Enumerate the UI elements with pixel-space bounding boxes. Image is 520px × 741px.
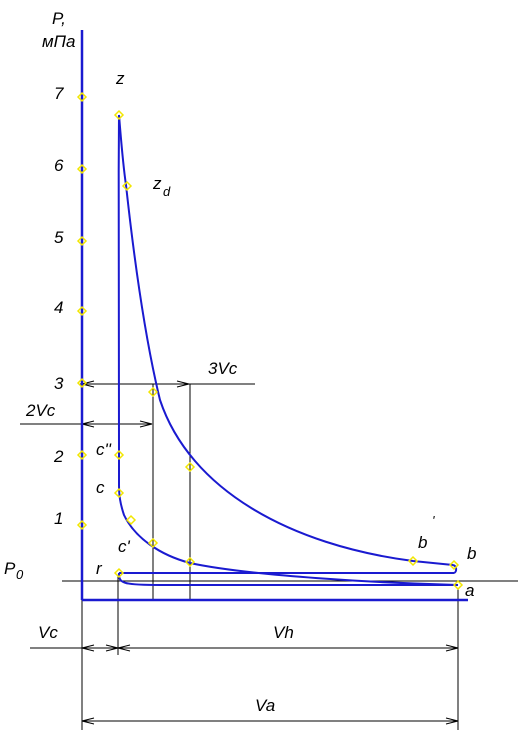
axes <box>80 30 468 602</box>
point-marker-a <box>452 579 464 591</box>
tick-marker <box>76 519 88 531</box>
label-b: b <box>467 544 476 563</box>
label-vc: Vc <box>38 623 58 642</box>
dimension-lines <box>20 383 518 730</box>
tick-marker <box>76 91 88 103</box>
tick-marker <box>76 163 88 175</box>
point-marker-c1 <box>125 514 137 526</box>
label-va: Va <box>255 696 275 715</box>
tick-marker <box>76 449 88 461</box>
point-marker <box>147 537 159 549</box>
point-marker <box>147 386 159 398</box>
y-axis-title-line1: P, <box>52 9 66 28</box>
arrow <box>445 717 459 725</box>
y-tick-label: 4 <box>54 298 63 317</box>
y-tick-label: 6 <box>54 156 64 175</box>
point-marker <box>184 556 196 568</box>
point-marker-z <box>113 109 125 121</box>
point-marker-zd <box>121 180 133 192</box>
point-marker-c2 <box>113 449 125 461</box>
expansion-curve <box>118 114 454 566</box>
tick-marker <box>76 235 88 247</box>
p0-subscript: 0 <box>16 567 24 582</box>
point-marker <box>184 461 196 473</box>
arrow <box>81 717 95 725</box>
label-3vc: 3Vc <box>208 359 238 378</box>
y-tick-label: 3 <box>54 374 64 393</box>
point-marker-c <box>113 487 125 499</box>
y-axis-title-line2: мПа <box>42 32 75 51</box>
y-tick-label: 5 <box>54 228 64 247</box>
label-b-prime-mark: ' <box>432 513 435 528</box>
arrow <box>81 644 95 652</box>
p0-label: P <box>4 559 16 578</box>
label-c-double-prime: c'' <box>96 440 112 459</box>
exhaust-curve <box>452 564 458 574</box>
label-b-prime: b <box>418 533 427 552</box>
point-marker-b <box>448 559 460 571</box>
tick-marker <box>76 305 88 317</box>
point-marker-b1 <box>407 555 419 567</box>
arrowheads <box>81 380 459 725</box>
label-c-prime: c' <box>118 537 131 556</box>
arrow <box>117 644 131 652</box>
label-z: z <box>115 69 125 88</box>
arrow <box>445 644 459 652</box>
markers <box>76 91 464 591</box>
y-tick-label: 2 <box>53 447 64 466</box>
arrow <box>176 380 190 388</box>
label-zd-subscript: d <box>163 184 171 199</box>
y-tick-label: 1 <box>54 509 63 528</box>
y-tick-label: 7 <box>54 84 64 103</box>
tick-marker <box>76 377 88 389</box>
arrow <box>139 420 153 428</box>
label-a: a <box>465 581 474 600</box>
compression-curve <box>118 484 459 586</box>
label-r: r <box>96 559 103 578</box>
label-zd: z <box>152 174 162 193</box>
point-marker-r <box>113 567 125 579</box>
label-c: c <box>96 478 105 497</box>
label-vh: Vh <box>273 623 294 642</box>
label-2vc: 2Vc <box>25 401 56 420</box>
